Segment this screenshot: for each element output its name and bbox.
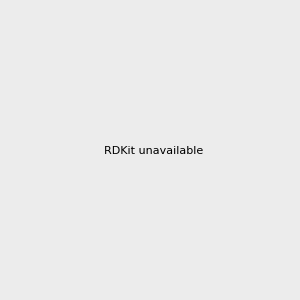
Text: RDKit unavailable: RDKit unavailable bbox=[104, 146, 203, 157]
